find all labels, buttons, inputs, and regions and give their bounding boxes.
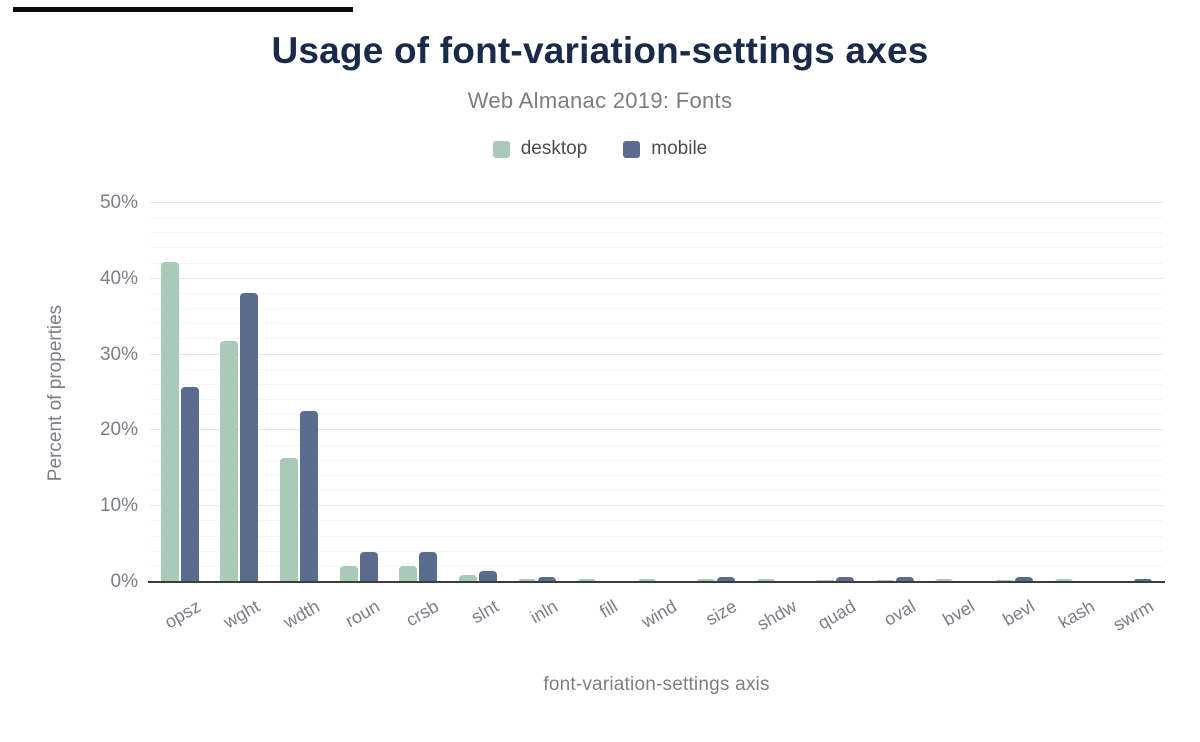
gridline-minor-4: [150, 550, 1163, 552]
bar-mobile-opsz: [180, 387, 199, 582]
x-tick-inln: inln: [527, 596, 562, 628]
gridline-minor-28: [150, 368, 1163, 370]
x-tick-roun: roun: [341, 596, 383, 632]
gridline-minor-18: [150, 444, 1163, 446]
x-tick-wght: wght: [220, 596, 264, 633]
gridline-minor-2: [150, 565, 1163, 567]
legend-label-mobile: mobile: [651, 138, 708, 159]
bar-mobile-oval: [895, 577, 914, 582]
gridline-minor-36: [150, 308, 1163, 310]
y-axis-title: Percent of properties: [45, 304, 66, 481]
bar-desktop-wdth: [279, 458, 298, 582]
y-tick-50%: 50%: [99, 192, 138, 213]
bar-desktop-inln: [518, 579, 537, 582]
y-tick-0%: 0%: [110, 571, 138, 592]
bar-desktop-fill: [577, 579, 596, 582]
x-tick-crsb: crsb: [402, 596, 443, 631]
bar-mobile-inln: [538, 577, 557, 582]
x-axis-line: [148, 581, 1165, 583]
x-tick-wdth: wdth: [280, 596, 323, 633]
gridline-major-40: [150, 277, 1163, 279]
bar-desktop-size: [697, 579, 716, 582]
bar-mobile-size: [717, 577, 736, 582]
bar-desktop-shdw: [756, 579, 775, 582]
y-tick-10%: 10%: [99, 495, 138, 517]
x-tick-kash: kash: [1054, 596, 1098, 633]
bar-desktop-bvel: [935, 579, 954, 582]
chart-title: Usage of font-variation-settings axes: [271, 30, 929, 71]
x-tick-wind: wind: [638, 596, 681, 632]
bar-desktop-opsz: [160, 262, 179, 582]
gridline-minor-48: [150, 217, 1163, 219]
legend-item-mobile: mobile: [623, 138, 707, 160]
gridline-minor-26: [150, 383, 1163, 385]
x-tick-bevl: bevl: [999, 596, 1039, 630]
x-tick-oval: oval: [880, 596, 919, 630]
bar-mobile-roun: [359, 552, 378, 582]
gridline-minor-16: [150, 459, 1163, 461]
x-tick-bvel: bvel: [939, 596, 979, 630]
plot-area: [150, 202, 1163, 582]
gridline-major-10: [150, 505, 1163, 507]
bar-mobile-bevl: [1015, 577, 1034, 582]
legend: desktop mobile: [0, 138, 1200, 160]
bar-desktop-crsb: [399, 566, 418, 582]
x-axis-title: font-variation-settings axis: [543, 674, 770, 695]
gridline-major-20: [150, 429, 1163, 431]
top-border-line: [13, 7, 353, 12]
legend-item-desktop: desktop: [492, 138, 588, 160]
bar-mobile-wght: [240, 293, 259, 582]
x-tick-size: size: [702, 596, 741, 630]
bar-mobile-slnt: [478, 571, 497, 582]
gridline-minor-22: [150, 414, 1163, 416]
gridline-minor-12: [150, 490, 1163, 492]
x-axis-tick-labels: opsz wght wdth roun crsb slnt inln fill wind size…: [150, 582, 1163, 672]
chart-subtitle: Web Almanac 2019: Fonts: [467, 88, 733, 113]
desktop-series-swatch: [492, 140, 510, 158]
gridline-minor-6: [150, 535, 1163, 537]
gridline-major-50: [150, 202, 1163, 203]
bar-desktop-slnt: [458, 575, 477, 582]
bar-mobile-wdth: [299, 411, 318, 582]
gridline-minor-8: [150, 520, 1163, 522]
mobile-series-swatch: [623, 140, 641, 158]
y-tick-20%: 20%: [99, 419, 138, 441]
x-tick-fill: fill: [596, 596, 621, 622]
x-tick-slnt: slnt: [467, 596, 502, 628]
x-tick-opsz: opsz: [160, 596, 204, 633]
bar-desktop-wght: [220, 341, 239, 582]
gridline-minor-32: [150, 338, 1163, 340]
gridline-minor-34: [150, 323, 1163, 325]
x-tick-shdw: shdw: [753, 596, 800, 635]
legend-label-desktop: desktop: [520, 138, 588, 159]
gridline-major-30: [150, 353, 1163, 355]
gridline-minor-14: [150, 474, 1163, 476]
bar-desktop-roun: [339, 566, 358, 582]
x-tick-swrm: swrm: [1109, 596, 1158, 635]
bar-mobile-crsb: [419, 552, 438, 582]
bar-desktop-kash: [1054, 579, 1073, 582]
y-axis-tick-labels: 0% 10% 20% 30% 40% 50%: [70, 192, 138, 592]
gridline-minor-24: [150, 399, 1163, 401]
gridline-minor-42: [150, 262, 1163, 264]
x-tick-quad: quad: [814, 596, 860, 634]
gridline-minor-38: [150, 292, 1163, 294]
bar-desktop-wind: [637, 579, 656, 582]
y-tick-30%: 30%: [99, 343, 138, 365]
y-tick-40%: 40%: [99, 267, 138, 289]
bar-mobile-quad: [836, 577, 855, 582]
y-axis-title-wrap: Percent of properties: [45, 203, 66, 582]
gridline-minor-46: [150, 232, 1163, 234]
gridline-minor-44: [150, 247, 1163, 249]
bar-mobile-swrm: [1134, 579, 1153, 582]
